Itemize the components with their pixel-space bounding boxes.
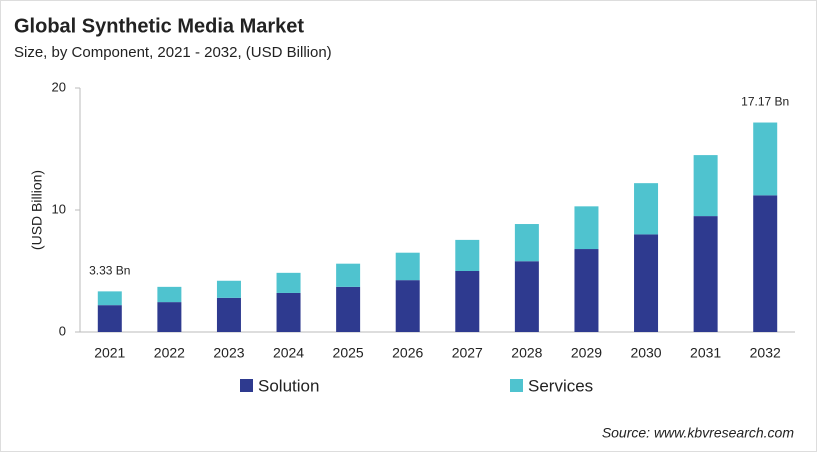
- x-tick-label: 2029: [571, 345, 602, 361]
- bar-segment: [157, 286, 182, 303]
- legend-label: Solution: [258, 376, 319, 395]
- legend-label: Services: [528, 376, 593, 395]
- bar-segment: [514, 261, 539, 332]
- legend-swatch: [240, 379, 253, 392]
- x-tick-label: 2032: [750, 345, 781, 361]
- bar-segment: [336, 263, 361, 287]
- source: Source: www.kbvresearch.com: [602, 425, 795, 441]
- bar-segment: [574, 206, 599, 250]
- x-tick-label: 2022: [154, 345, 185, 361]
- bar-segment: [276, 272, 301, 293]
- x-tick-label: 2027: [452, 345, 483, 361]
- x-tick-label: 2021: [94, 345, 125, 361]
- bar-segment: [455, 239, 480, 271]
- bar-segment: [693, 155, 718, 217]
- bar-segment: [157, 302, 182, 332]
- bar-segment: [753, 122, 778, 196]
- legend-swatch: [510, 379, 523, 392]
- bar-segment: [455, 271, 480, 332]
- x-tick-label: 2026: [392, 345, 423, 361]
- y-tick-label: 10: [52, 201, 66, 216]
- y-axis-label: (USD Billion): [29, 170, 45, 250]
- bar-segment: [693, 216, 718, 332]
- bar-segment: [634, 183, 659, 235]
- bar-segment: [753, 195, 778, 332]
- bar-segment: [395, 280, 420, 332]
- bar-segment: [395, 252, 420, 281]
- bar-segment: [276, 292, 301, 332]
- data-label: 17.17 Bn: [741, 95, 789, 109]
- x-tick-label: 2028: [511, 345, 542, 361]
- x-tick-label: 2025: [333, 345, 364, 361]
- bar-segment: [574, 249, 599, 332]
- bar-segment: [336, 286, 361, 332]
- x-tick-label: 2031: [690, 345, 721, 361]
- bar-segment: [514, 224, 539, 262]
- x-tick-label: 2030: [630, 345, 661, 361]
- y-tick-label: 0: [59, 323, 66, 338]
- bar-segment: [97, 291, 122, 306]
- data-label: 3.33 Bn: [89, 264, 130, 278]
- y-tick-label: 20: [52, 79, 66, 94]
- bar-segment: [97, 305, 122, 332]
- bar-segment: [216, 297, 241, 332]
- bar-segment: [216, 280, 241, 298]
- x-tick-label: 2023: [213, 345, 244, 361]
- x-tick-label: 2024: [273, 345, 304, 361]
- bar-segment: [634, 234, 659, 332]
- chart-subtitle: Size, by Component, 2021 - 2032, (USD Bi…: [14, 44, 332, 61]
- chart-title: Global Synthetic Media Market: [14, 15, 304, 37]
